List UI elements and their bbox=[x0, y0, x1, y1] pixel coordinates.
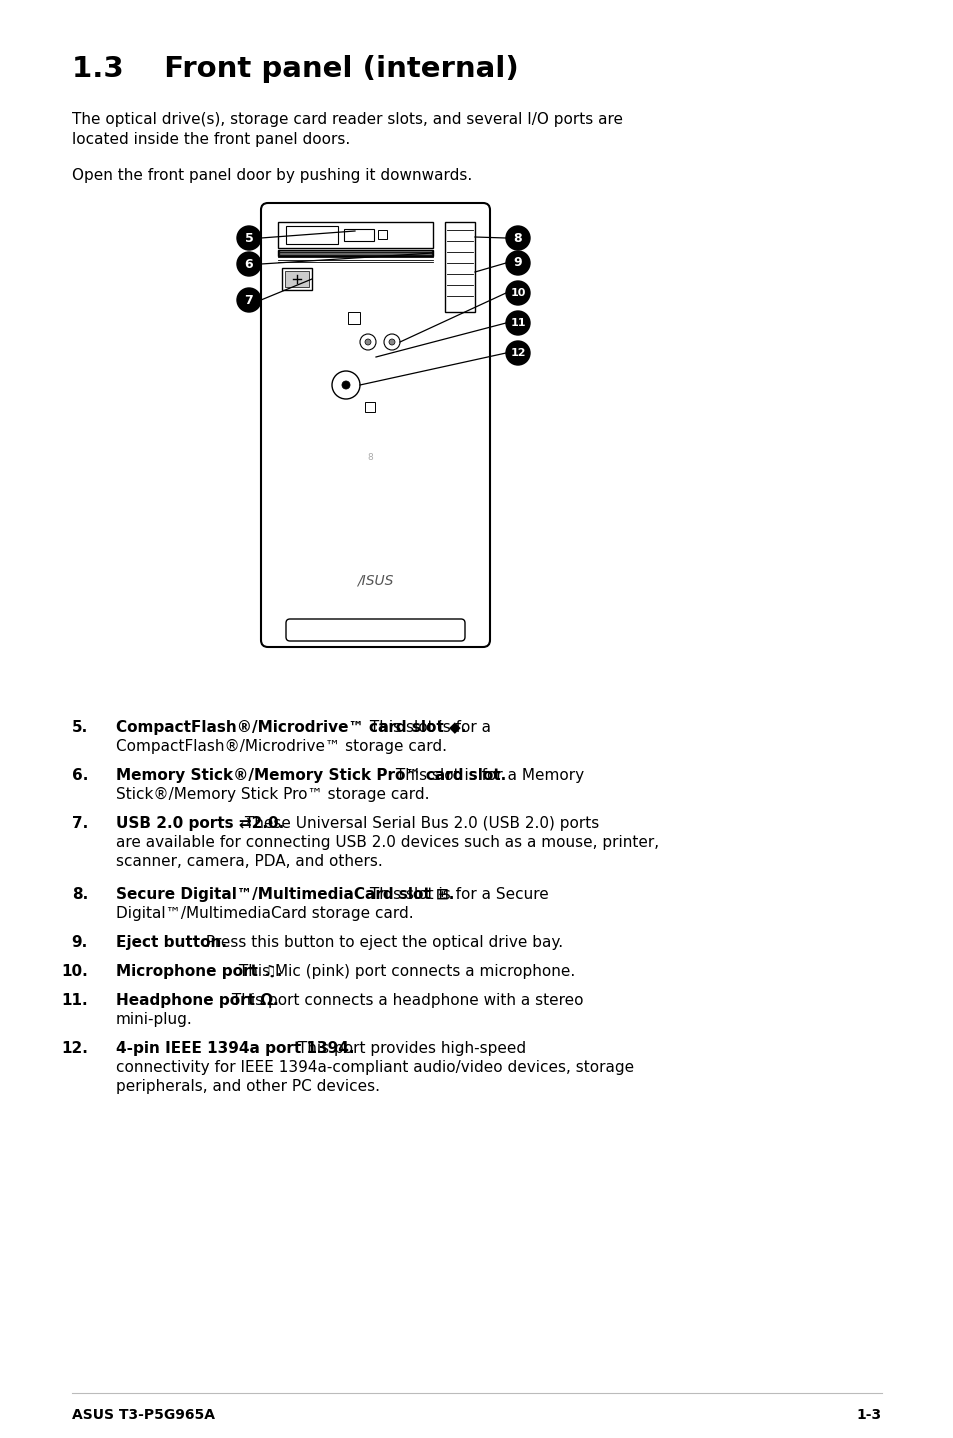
Circle shape bbox=[332, 371, 359, 398]
Text: 9: 9 bbox=[513, 256, 521, 269]
Circle shape bbox=[236, 226, 261, 250]
Text: 5.: 5. bbox=[71, 720, 88, 735]
Text: This slot is for a Memory: This slot is for a Memory bbox=[391, 768, 583, 784]
Text: CompactFlash®/Microdrive™ storage card.: CompactFlash®/Microdrive™ storage card. bbox=[116, 739, 447, 754]
Circle shape bbox=[505, 311, 530, 335]
Bar bbox=[277, 221, 433, 247]
Bar bbox=[286, 226, 337, 244]
Text: Headphone port Ω.: Headphone port Ω. bbox=[116, 994, 278, 1008]
Text: ASUS T3-P5G965A: ASUS T3-P5G965A bbox=[71, 1408, 214, 1422]
Bar bbox=[444, 221, 475, 312]
Text: peripherals, and other PC devices.: peripherals, and other PC devices. bbox=[116, 1078, 379, 1094]
Text: Stick®/Memory Stick Pro™ storage card.: Stick®/Memory Stick Pro™ storage card. bbox=[116, 787, 429, 802]
Text: This Mic (pink) port connects a microphone.: This Mic (pink) port connects a micropho… bbox=[233, 963, 575, 979]
Text: Eject button.: Eject button. bbox=[116, 935, 227, 951]
Text: 10.: 10. bbox=[61, 963, 88, 979]
Circle shape bbox=[505, 280, 530, 305]
Bar bbox=[285, 270, 309, 288]
Circle shape bbox=[341, 381, 350, 390]
Circle shape bbox=[359, 334, 375, 349]
Circle shape bbox=[389, 339, 395, 345]
Circle shape bbox=[505, 226, 530, 250]
Text: /ISUS: /ISUS bbox=[356, 572, 393, 587]
Text: Microphone port ♫.: Microphone port ♫. bbox=[116, 963, 282, 979]
Circle shape bbox=[384, 334, 399, 349]
Text: 8.: 8. bbox=[71, 887, 88, 902]
FancyBboxPatch shape bbox=[261, 203, 490, 647]
Text: 8: 8 bbox=[367, 453, 373, 463]
Text: USB 2.0 ports ⇄2.0.: USB 2.0 ports ⇄2.0. bbox=[116, 815, 284, 831]
Bar bbox=[282, 267, 312, 290]
Text: Press this button to eject the optical drive bay.: Press this button to eject the optical d… bbox=[201, 935, 562, 951]
Bar bbox=[348, 312, 359, 324]
Text: 12: 12 bbox=[510, 348, 525, 358]
Text: 7.: 7. bbox=[71, 815, 88, 831]
Bar bbox=[344, 229, 374, 242]
Text: 6.: 6. bbox=[71, 768, 88, 784]
Circle shape bbox=[236, 252, 261, 276]
Text: This slot is for a: This slot is for a bbox=[364, 720, 491, 735]
Text: Memory Stick®/Memory Stick Pro™ card slot.: Memory Stick®/Memory Stick Pro™ card slo… bbox=[116, 768, 506, 784]
FancyBboxPatch shape bbox=[286, 618, 464, 641]
Text: The optical drive(s), storage card reader slots, and several I/O ports are: The optical drive(s), storage card reade… bbox=[71, 112, 622, 127]
Text: 10: 10 bbox=[510, 288, 525, 298]
Text: are available for connecting USB 2.0 devices such as a mouse, printer,: are available for connecting USB 2.0 dev… bbox=[116, 835, 659, 850]
Text: 1.3    Front panel (internal): 1.3 Front panel (internal) bbox=[71, 55, 518, 83]
Text: These Universal Serial Bus 2.0 (USB 2.0) ports: These Universal Serial Bus 2.0 (USB 2.0)… bbox=[240, 815, 599, 831]
Text: located inside the front panel doors.: located inside the front panel doors. bbox=[71, 132, 350, 147]
Text: 8: 8 bbox=[513, 232, 521, 244]
Text: 6: 6 bbox=[244, 257, 253, 270]
Text: 7: 7 bbox=[244, 293, 253, 306]
Circle shape bbox=[505, 252, 530, 275]
Text: 9.: 9. bbox=[71, 935, 88, 951]
Circle shape bbox=[505, 341, 530, 365]
Text: CompactFlash®/Microdrive™ card slot ◆.: CompactFlash®/Microdrive™ card slot ◆. bbox=[116, 720, 466, 735]
Bar bbox=[277, 250, 433, 256]
Text: 11.: 11. bbox=[61, 994, 88, 1008]
Text: Secure Digital™/MultimediaCard slot ⊞.: Secure Digital™/MultimediaCard slot ⊞. bbox=[116, 887, 454, 902]
Bar bbox=[377, 230, 387, 239]
Text: scanner, camera, PDA, and others.: scanner, camera, PDA, and others. bbox=[116, 854, 382, 869]
Text: 1-3: 1-3 bbox=[856, 1408, 882, 1422]
Text: Digital™/MultimediaCard storage card.: Digital™/MultimediaCard storage card. bbox=[116, 906, 414, 920]
Text: This port connects a headphone with a stereo: This port connects a headphone with a st… bbox=[227, 994, 583, 1008]
Circle shape bbox=[236, 288, 261, 312]
Text: connectivity for IEEE 1394a-compliant audio/video devices, storage: connectivity for IEEE 1394a-compliant au… bbox=[116, 1060, 634, 1076]
Text: 11: 11 bbox=[510, 318, 525, 328]
Text: This slot is for a Secure: This slot is for a Secure bbox=[364, 887, 548, 902]
Text: 12.: 12. bbox=[61, 1041, 88, 1055]
Text: Open the front panel door by pushing it downwards.: Open the front panel door by pushing it … bbox=[71, 168, 472, 183]
Text: 5: 5 bbox=[244, 232, 253, 244]
Text: 4-pin IEEE 1394a port 1394.: 4-pin IEEE 1394a port 1394. bbox=[116, 1041, 355, 1055]
Text: This port provides high-speed: This port provides high-speed bbox=[293, 1041, 525, 1055]
Bar bbox=[365, 403, 375, 413]
Circle shape bbox=[365, 339, 371, 345]
Text: mini-plug.: mini-plug. bbox=[116, 1012, 193, 1027]
